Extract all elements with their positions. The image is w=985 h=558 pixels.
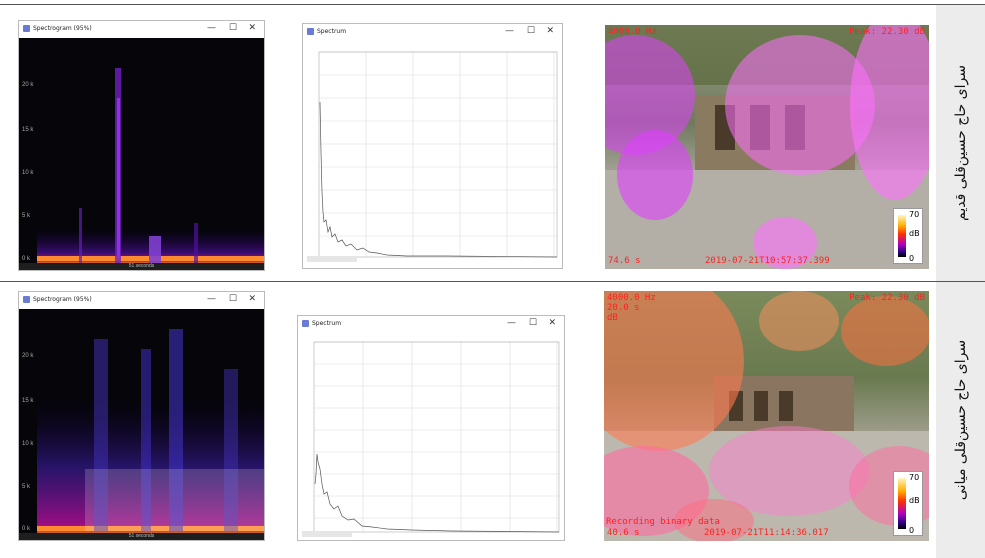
y-tick-20k: 20 k <box>22 353 34 359</box>
colorbar-unit: dB <box>909 229 920 238</box>
unit-readout: dB <box>607 313 618 323</box>
colorbar-min: 0 <box>909 526 915 535</box>
y-tick-10k: 10 k <box>22 441 34 447</box>
colorbar-min: 0 <box>909 254 915 263</box>
spectrogram-titlebar-2: Spectrogram (95%) — ☐ ✕ <box>19 292 264 308</box>
y-tick-15k: 15 k <box>22 127 34 133</box>
spectrogram-window-1: Spectrogram (95%) — ☐ ✕ 20 k 15 k 10 k 5… <box>18 20 265 271</box>
frequency-readout: 4000.0 Hz <box>607 293 656 303</box>
app-icon <box>307 28 314 35</box>
top-rule <box>0 4 985 5</box>
acoustic-heatmap-1: 4000.0 Hz Peak: 22.30 dB 74.6 s 2019-07-… <box>605 25 929 269</box>
spectrum-window-1: Spectrum — ☐ ✕ <box>302 23 563 269</box>
spectrogram-canvas-2: 20 k 15 k 10 k 5 k 0 k 51 seconds <box>19 309 264 540</box>
colorbar: 70 dB 0 <box>893 208 923 264</box>
row-label-1-text: سرای حاج حسین‌قلی قدیم <box>952 65 969 221</box>
colorbar-max: 70 <box>909 210 920 219</box>
app-icon <box>23 25 30 32</box>
y-tick-0k: 0 k <box>22 256 31 262</box>
close-button[interactable]: ✕ <box>548 318 556 328</box>
y-tick-15k: 15 k <box>22 398 34 404</box>
spectrogram-footer: 51 seconds <box>19 533 264 540</box>
y-tick-20k: 20 k <box>22 82 34 88</box>
y-tick-0k: 0 k <box>22 526 31 532</box>
duration-readout: 20.0 s <box>607 303 640 313</box>
elapsed-time: 74.6 s <box>608 256 641 266</box>
colorbar: 70 dB 0 <box>893 471 923 536</box>
window-title: Spectrogram (95%) <box>33 296 92 303</box>
minimize-button[interactable]: — <box>207 23 216 33</box>
colorbar-gradient <box>898 215 906 257</box>
spectrogram-footer: 51 seconds <box>19 263 264 270</box>
y-tick-5k: 5 k <box>22 484 31 490</box>
close-button[interactable]: ✕ <box>248 294 256 304</box>
window-title: Spectrum <box>317 28 347 35</box>
colorbar-max: 70 <box>909 473 920 482</box>
row-label-2: سرای حاج حسین‌قلی میانی <box>936 282 985 558</box>
colorbar-gradient <box>898 478 906 529</box>
middle-rule <box>0 281 985 282</box>
frequency-readout: 4000.0 Hz <box>608 27 657 37</box>
spectrogram-canvas-1: 20 k 15 k 10 k 5 k 0 k 51 seconds <box>19 38 264 270</box>
peak-readout: Peak: 22.30 dB <box>849 27 925 37</box>
peak-readout: Peak: 22.30 dB <box>849 293 925 303</box>
spectrum-titlebar-1: Spectrum — ☐ ✕ <box>303 24 562 40</box>
spectrum-titlebar-2: Spectrum — ☐ ✕ <box>298 316 564 332</box>
minimize-button[interactable]: — <box>505 26 514 36</box>
maximize-button[interactable]: ☐ <box>526 26 535 36</box>
spectrum-window-2: Spectrum — ☐ ✕ <box>297 315 565 541</box>
spectrum-plot-1 <box>307 42 559 262</box>
row-label-1: سرای حاج حسین‌قلی قدیم <box>936 5 985 281</box>
app-icon <box>23 296 30 303</box>
close-button[interactable]: ✕ <box>248 23 256 33</box>
app-icon <box>302 320 309 327</box>
maximize-button[interactable]: ☐ <box>228 23 237 33</box>
close-button[interactable]: ✕ <box>546 26 554 36</box>
recording-status: Recording binary data <box>606 517 720 527</box>
window-title: Spectrum <box>312 320 342 327</box>
maximize-button[interactable]: ☐ <box>228 294 237 304</box>
minimize-button[interactable]: — <box>207 294 216 304</box>
spectrogram-titlebar-1: Spectrogram (95%) — ☐ ✕ <box>19 21 264 37</box>
elapsed-time: 40.6 s <box>607 528 640 538</box>
y-tick-10k: 10 k <box>22 170 34 176</box>
spectrum-plot-2 <box>302 334 561 537</box>
window-title: Spectrogram (95%) <box>33 25 92 32</box>
maximize-button[interactable]: ☐ <box>528 318 537 328</box>
acoustic-heatmap-2: 4000.0 Hz 20.0 s dB Peak: 22.30 dB Recor… <box>604 291 929 541</box>
timestamp: 2019-07-21T10:57:37.399 <box>705 256 830 266</box>
timestamp: 2019-07-21T11:14:36.017 <box>704 528 829 538</box>
row-label-2-text: سرای حاج حسین‌قلی میانی <box>952 339 969 501</box>
y-tick-5k: 5 k <box>22 213 31 219</box>
colorbar-unit: dB <box>909 496 920 505</box>
minimize-button[interactable]: — <box>507 318 516 328</box>
spectrogram-window-2: Spectrogram (95%) — ☐ ✕ 20 k 15 k 10 k 5… <box>18 291 265 541</box>
